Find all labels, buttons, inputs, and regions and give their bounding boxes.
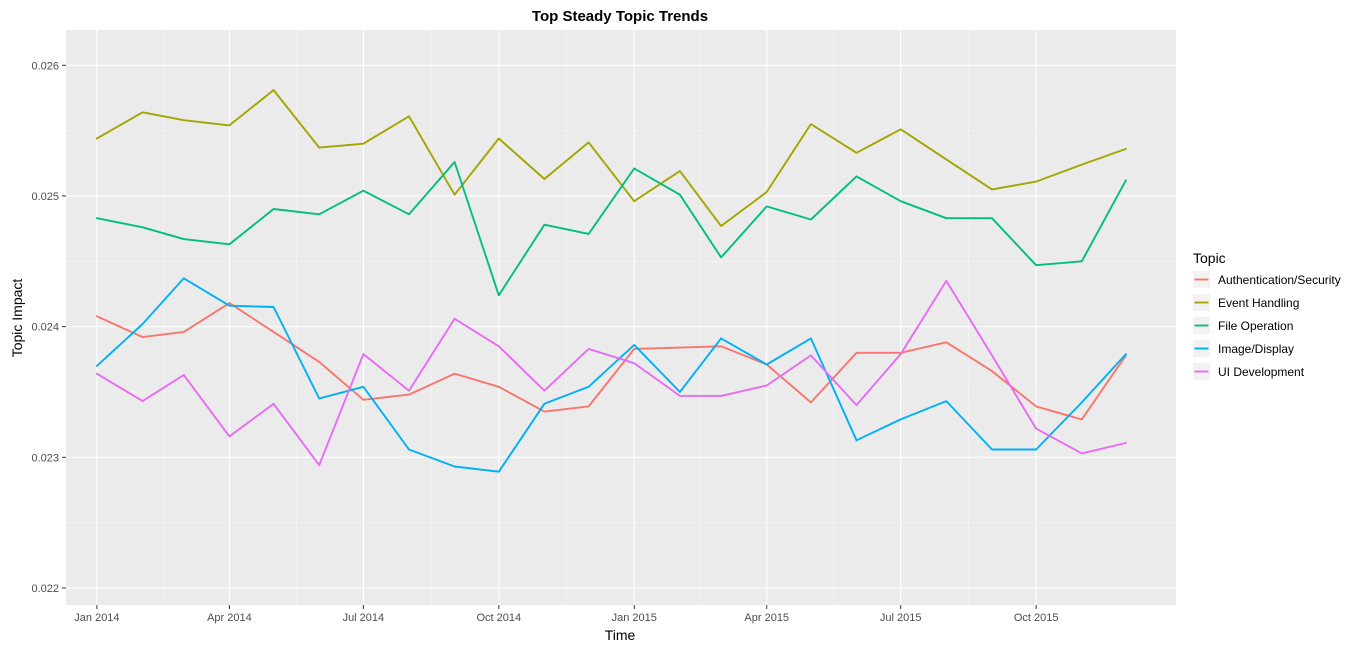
legend-title: Topic <box>1193 250 1226 266</box>
x-axis: Jan 2014 Apr 2014 Jul 2014 Oct 2014 Jan 2015… <box>74 605 1058 624</box>
legend-label: File Operation <box>1218 319 1293 333</box>
legend-items: Authentication/Security Event Handling Fil… <box>1193 271 1341 380</box>
x-axis-title: Time <box>605 627 636 643</box>
x-tick-label: Apr 2014 <box>207 612 252 624</box>
series-line <box>95 277 1127 473</box>
x-tick-label: Jan 2014 <box>74 612 119 624</box>
y-tick-label: 0.023 <box>31 452 59 464</box>
x-tick-label: Oct 2014 <box>476 612 521 624</box>
x-tick-label: Apr 2015 <box>744 612 789 624</box>
x-tick-label: Jul 2015 <box>880 612 922 624</box>
y-tick-label: 0.022 <box>31 583 59 595</box>
legend: Topic Authentication/Security Event Handl… <box>1193 250 1341 380</box>
series-line <box>95 161 1127 297</box>
series-line <box>95 279 1127 467</box>
y-tick-label: 0.024 <box>31 322 59 334</box>
legend-label: Image/Display <box>1218 342 1294 356</box>
y-axis-title: Topic Impact <box>9 279 25 358</box>
x-tick-label: Oct 2015 <box>1014 612 1059 624</box>
y-tick-label: 0.025 <box>31 191 59 203</box>
legend-label: UI Development <box>1218 365 1305 379</box>
major-gridlines <box>66 30 1176 605</box>
x-tick-label: Jan 2015 <box>612 612 657 624</box>
chart-title: Top Steady Topic Trends <box>532 8 708 25</box>
series-line <box>95 89 1127 227</box>
legend-label: Authentication/Security <box>1218 273 1341 287</box>
legend-label: Event Handling <box>1218 296 1299 310</box>
x-tick-label: Jul 2014 <box>343 612 385 624</box>
minor-gridlines <box>66 30 1176 605</box>
series-line <box>95 302 1127 421</box>
series-lines <box>95 89 1127 473</box>
plot-panel <box>66 30 1176 605</box>
y-tick-label: 0.026 <box>31 60 59 72</box>
y-axis: 0.022 0.023 0.024 0.025 0.026 <box>31 60 66 595</box>
